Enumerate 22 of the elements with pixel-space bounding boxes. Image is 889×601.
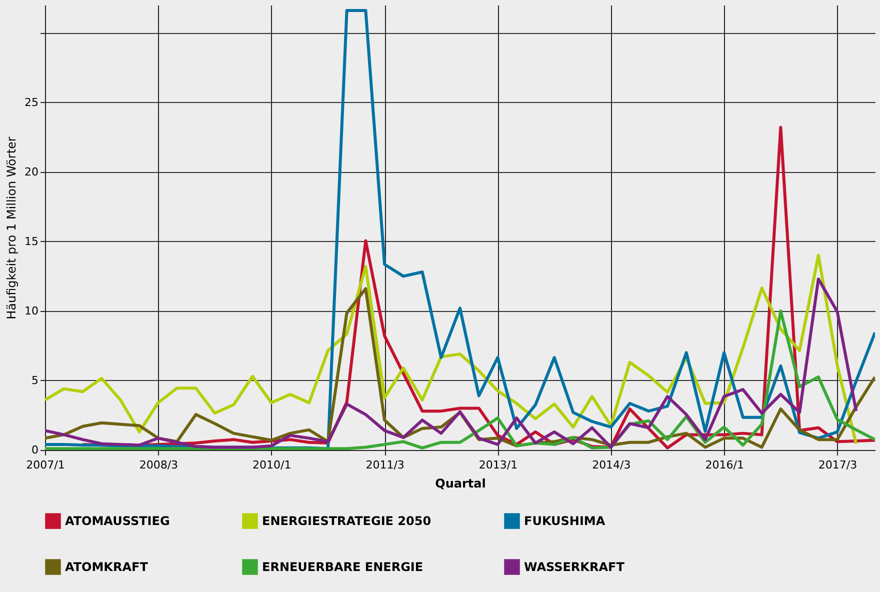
x-tick-label: 2013/1 [478,458,518,472]
legend-label: ENERGIESTRATEGIE 2050 [262,514,432,528]
y-tick-label: 25 [24,96,38,109]
legend-label: FUKUSHIMA [524,514,606,528]
y-tick-label: 15 [24,234,38,248]
y-tick-label: 5 [32,374,38,387]
legend-label: ATOMAUSSTIEG [65,514,170,528]
x-tick-label: 2014/3 [592,458,631,472]
x-tick-label: 2017/3 [818,458,858,472]
y-tick-label: 10 [24,304,38,318]
x-tick-label: 2010/1 [252,458,292,472]
y-tick-label: 0 [32,444,38,456]
y-tick-label: 20 [24,165,38,178]
x-tick-label: 2007/1 [26,458,65,472]
legend-label: WASSERKRAFT [524,560,626,574]
x-tick-label: 2016/1 [705,458,744,472]
x-axis-title: Quartal [435,476,486,490]
x-tick-label: 2011/3 [366,458,404,472]
y-axis-title: Häufigkeit pro 1 Million Wörter [4,136,19,320]
x-tick-label: 2008/3 [139,458,178,472]
legend-label: ERNEUERBARE ENERGIE [262,560,424,574]
legend-label: ATOMKRAFT [65,560,149,574]
